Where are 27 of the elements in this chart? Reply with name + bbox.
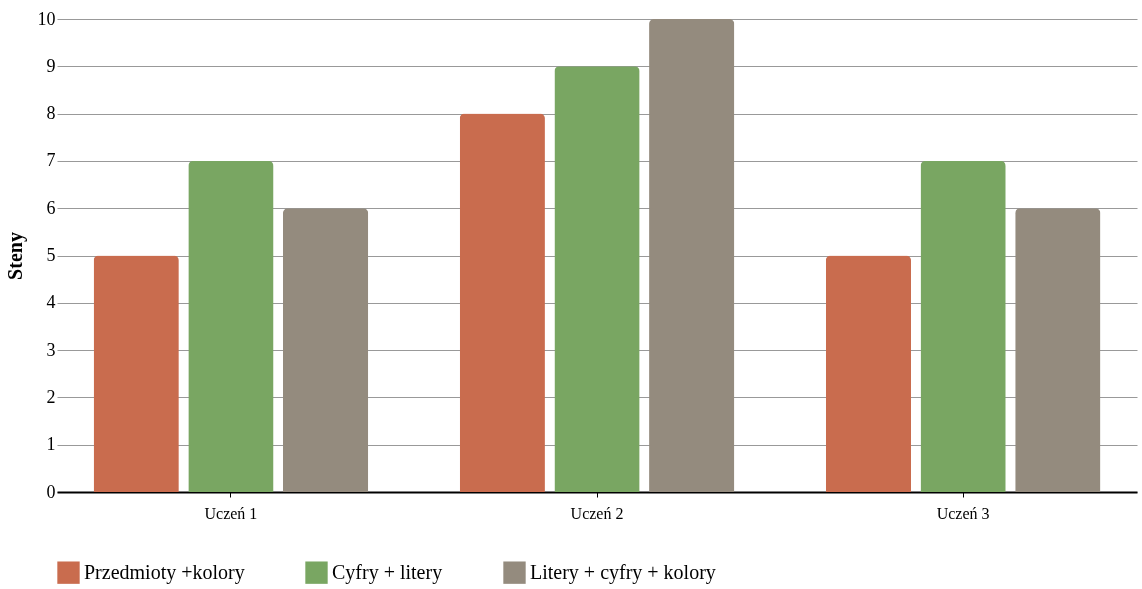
y-tick-label: 2 bbox=[46, 386, 56, 407]
y-tick-label: 6 bbox=[46, 197, 56, 218]
y-tick-label: 10 bbox=[37, 8, 56, 29]
y-tick-label: 0 bbox=[46, 481, 56, 502]
bar bbox=[825, 255, 912, 492]
bar bbox=[554, 66, 640, 492]
bar bbox=[459, 113, 545, 492]
y-tick-label: 4 bbox=[46, 292, 56, 313]
bar bbox=[282, 208, 369, 492]
y-tick-label: 1 bbox=[46, 434, 56, 455]
x-tick-label: Uczeń 3 bbox=[936, 504, 990, 522]
y-tick-label: 5 bbox=[46, 245, 56, 265]
y-tick-label: 8 bbox=[46, 103, 56, 124]
y-tick-label: 9 bbox=[46, 55, 56, 76]
x-tick-label: Uczeń 1 bbox=[204, 504, 258, 522]
x-tick-label: Uczeń 2 bbox=[570, 504, 624, 522]
bar bbox=[93, 255, 179, 492]
y-tick-label: 7 bbox=[46, 150, 56, 171]
bar bbox=[188, 160, 274, 492]
legend-label: Litery + cyfry + kolory bbox=[530, 560, 716, 584]
legend-label: Przedmioty +kolory bbox=[84, 560, 245, 584]
bar bbox=[920, 160, 1006, 492]
bar bbox=[649, 19, 735, 492]
bar bbox=[1015, 208, 1101, 492]
y-axis-title: Steny bbox=[3, 232, 27, 280]
legend-label: Cyfry + litery bbox=[332, 560, 443, 584]
y-tick-label: 3 bbox=[46, 339, 56, 360]
